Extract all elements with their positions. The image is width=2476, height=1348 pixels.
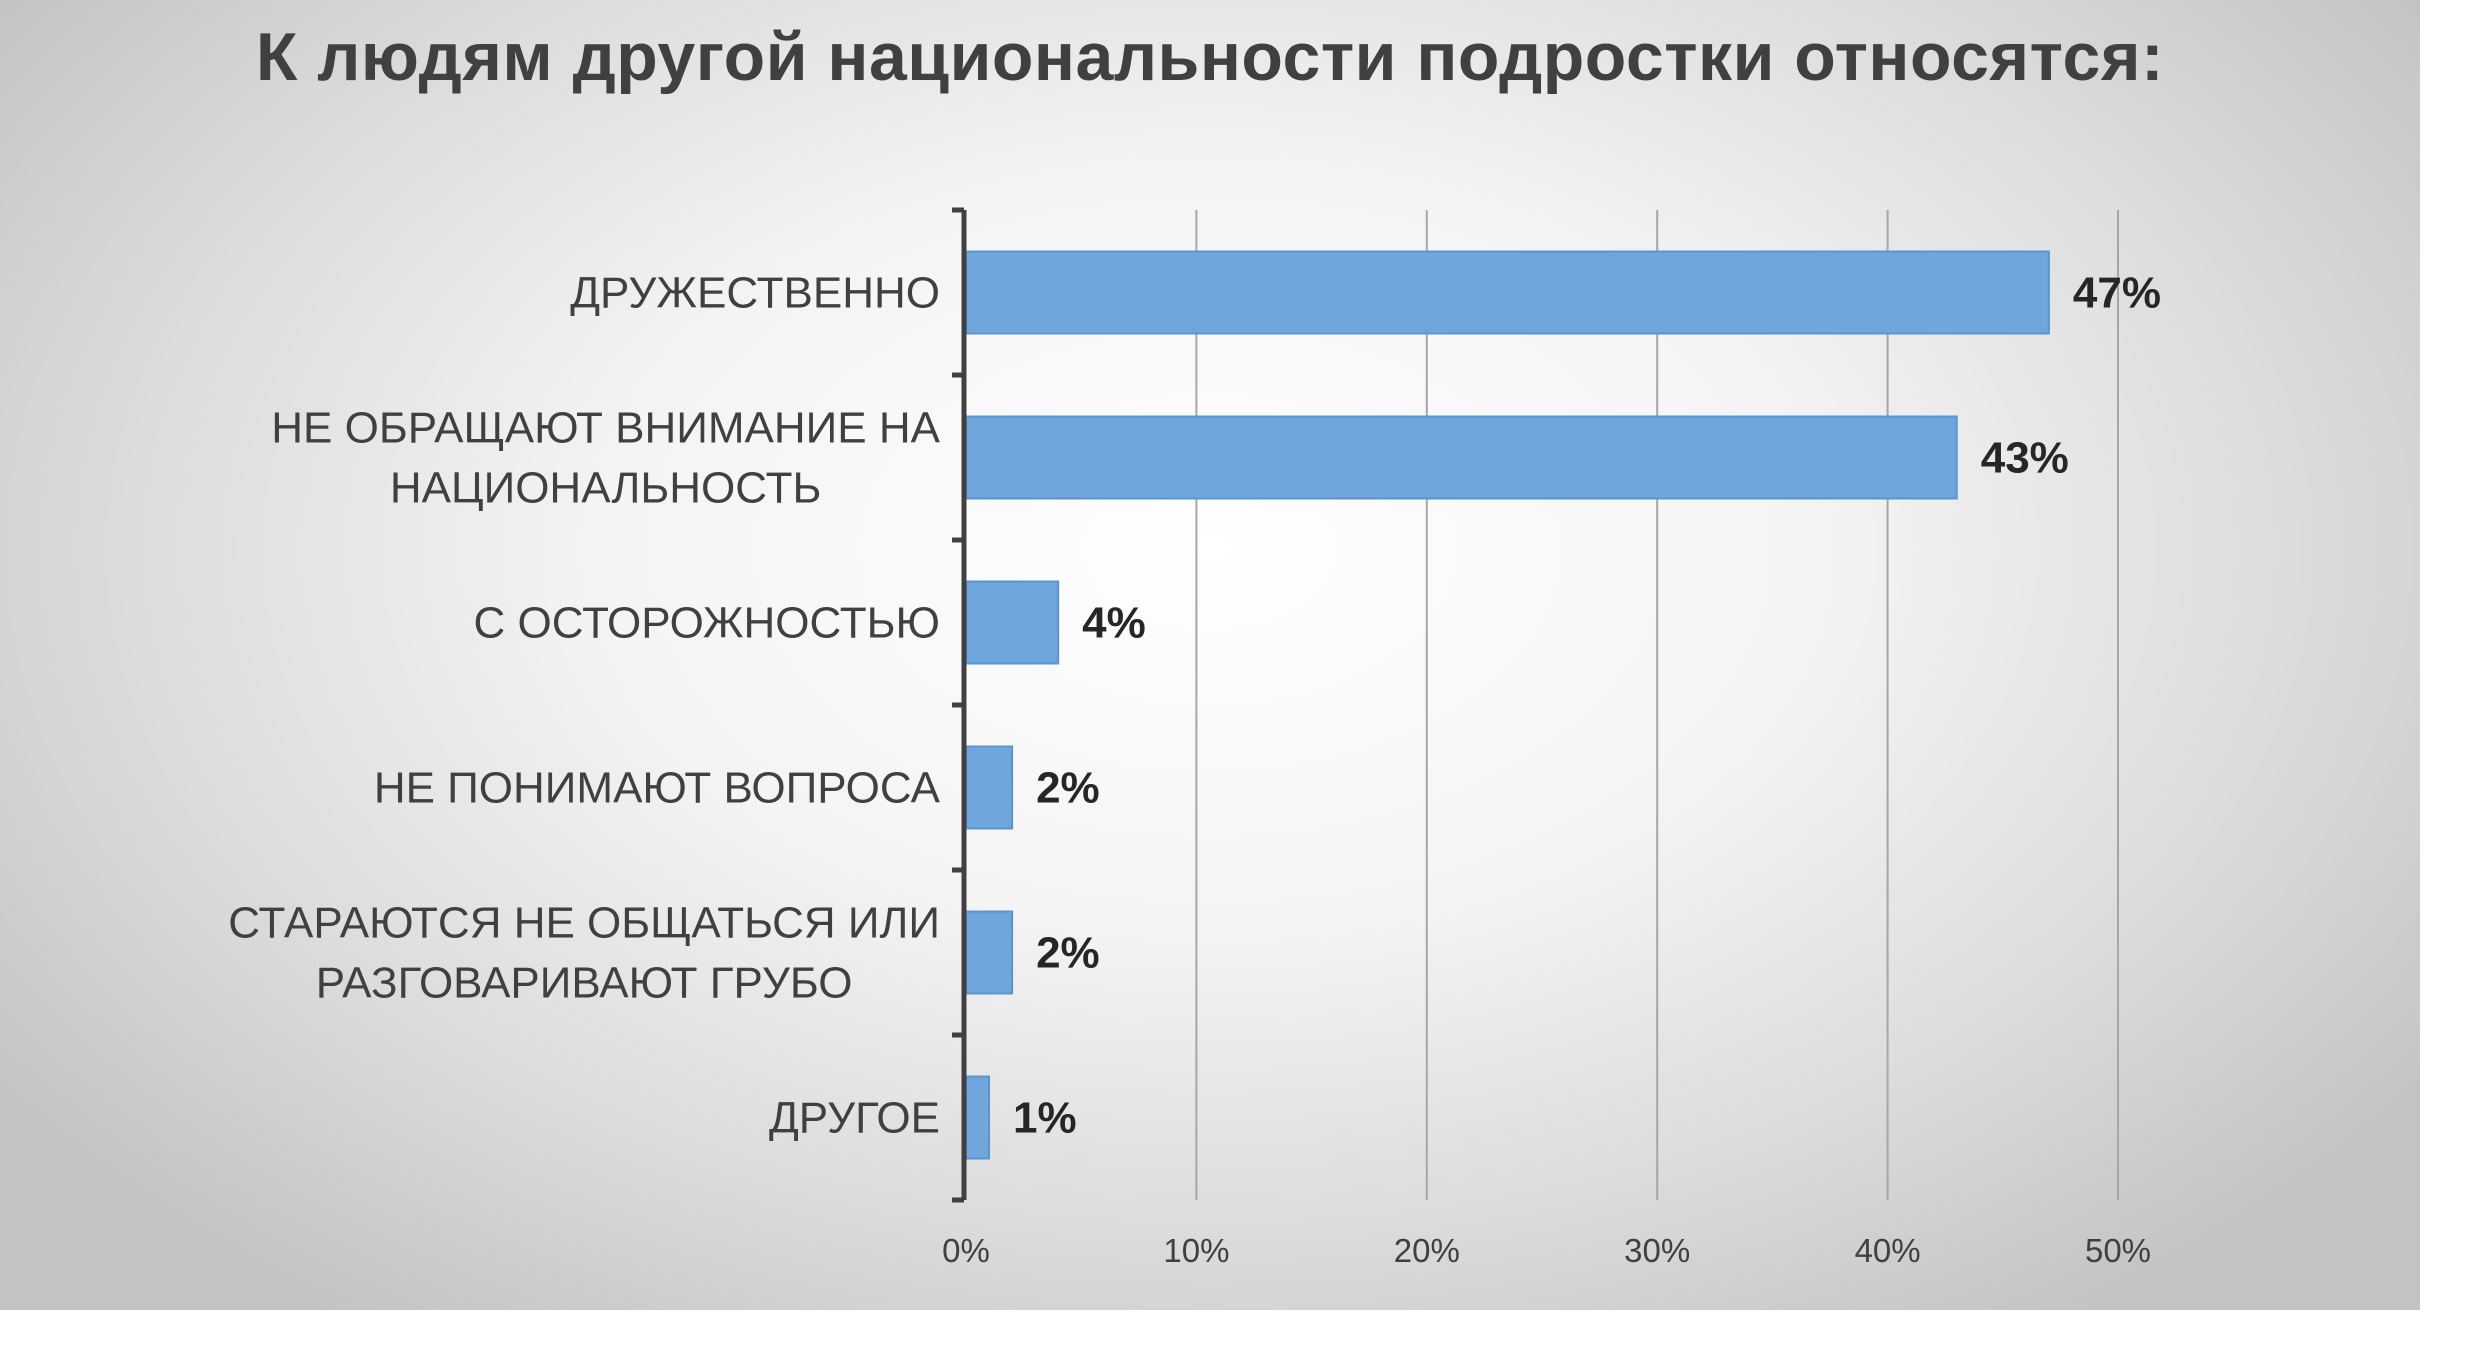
category-label: НЕ ОБРАЩАЮТ ВНИМАНИЕ НА НАЦИОНАЛЬНОСТЬ	[271, 404, 940, 513]
category-axis	[952, 207, 967, 1203]
category-label: С ОСТОРОЖНОСТЬЮ	[474, 599, 940, 648]
data-label: 2%	[1036, 929, 1100, 978]
chart-area: К людям другой национальности подростки …	[0, 0, 2420, 1310]
category-label-line: СТАРАЮТСЯ НЕ ОБЩАТЬСЯ ИЛИ	[228, 899, 940, 948]
chart-title: К людям другой национальности подростки …	[255, 19, 2165, 95]
x-tick-label: 30%	[1624, 1232, 1690, 1269]
bar	[965, 415, 1958, 500]
bar	[965, 580, 1060, 665]
x-tick-label: 40%	[1855, 1232, 1921, 1269]
data-label: 4%	[1082, 599, 1146, 648]
data-label: 2%	[1036, 764, 1100, 813]
gridlines	[1195, 210, 2119, 1200]
category-label-line: РАЗГОВАРИВАЮТ ГРУБО	[316, 959, 853, 1008]
category-label: ДРУГОЕ	[769, 1094, 940, 1143]
x-tick-label: 20%	[1394, 1232, 1460, 1269]
bar	[965, 250, 2050, 335]
bar-chart: 0% 10% 20% 30% 40% 50% 47% ДРУЖЕСТВЕННО 43% НЕ ОБ…	[228, 207, 2161, 1270]
bar	[965, 910, 1014, 995]
x-tick-label: 50%	[2085, 1232, 2151, 1269]
data-label: 43%	[1981, 434, 2069, 483]
x-tick-label: 10%	[1163, 1232, 1229, 1269]
bar	[965, 1075, 991, 1160]
data-label: 47%	[2073, 269, 2161, 318]
data-label: 1%	[1013, 1094, 1077, 1143]
category-label-line: НЕ ОБРАЩАЮТ ВНИМАНИЕ НА	[271, 404, 940, 453]
category-label: ДРУЖЕСТВЕННО	[570, 269, 940, 318]
category-label: СТАРАЮТСЯ НЕ ОБЩАТЬСЯ ИЛИ РАЗГОВАРИВАЮТ Г…	[228, 899, 940, 1008]
x-tick-label: 0%	[942, 1232, 990, 1269]
bars	[965, 250, 2050, 1160]
bar	[965, 745, 1014, 830]
labels: 0% 10% 20% 30% 40% 50% 47% ДРУЖЕСТВЕННО 43% НЕ ОБ…	[228, 269, 2161, 1270]
category-label: НЕ ПОНИМАЮТ ВОПРОСА	[374, 764, 941, 813]
category-label-line: НАЦИОНАЛЬНОСТЬ	[390, 464, 821, 513]
